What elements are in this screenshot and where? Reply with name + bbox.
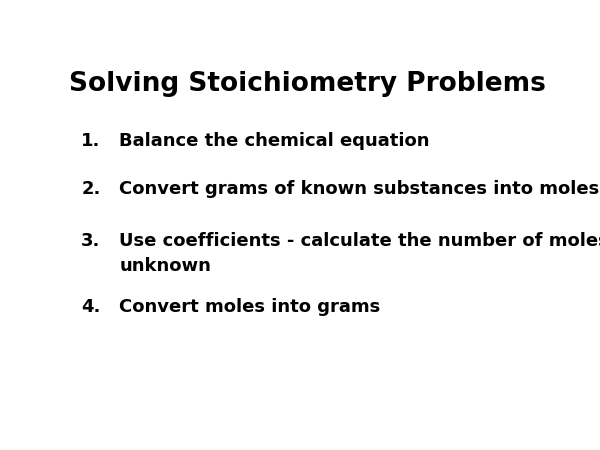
Text: Convert grams of known substances into moles: Convert grams of known substances into m… xyxy=(119,180,599,198)
Text: 1.: 1. xyxy=(81,132,101,150)
Text: 4.: 4. xyxy=(81,298,101,316)
Text: Balance the chemical equation: Balance the chemical equation xyxy=(119,132,430,150)
Text: 3.: 3. xyxy=(81,233,101,251)
Text: Solving Stoichiometry Problems: Solving Stoichiometry Problems xyxy=(69,71,546,97)
Text: Convert moles into grams: Convert moles into grams xyxy=(119,298,380,316)
Text: Use coefficients - calculate the number of moles
unknown: Use coefficients - calculate the number … xyxy=(119,233,600,275)
Text: 2.: 2. xyxy=(81,180,101,198)
